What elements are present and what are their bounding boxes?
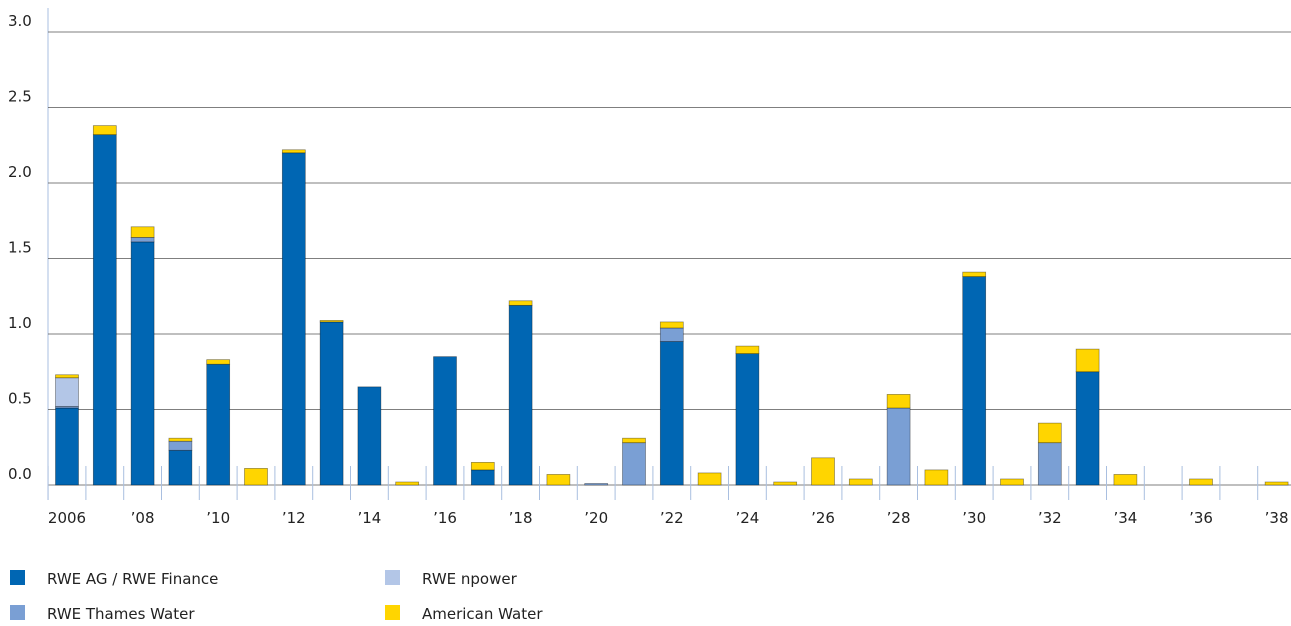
- y-tick-label: 0.0: [8, 465, 32, 483]
- bar-segment: [130, 241, 155, 486]
- bar-segment: [281, 149, 306, 154]
- x-tick-label: ’08: [131, 509, 155, 527]
- bar-segment: [1189, 478, 1213, 486]
- bar-segment: [622, 437, 646, 444]
- x-tick-label: ’26: [811, 509, 835, 527]
- bar-segment: [773, 481, 798, 486]
- bar-segment: [584, 483, 609, 486]
- bar-segment: [130, 237, 155, 243]
- y-tick-label: 3.0: [8, 12, 32, 30]
- bar-segment: [206, 363, 231, 486]
- bar-segment: [848, 478, 873, 486]
- bar-segment: [395, 481, 420, 486]
- x-tick-label: ’10: [206, 509, 230, 527]
- bar-segment: [659, 341, 684, 486]
- x-tick-label: ’28: [887, 509, 911, 527]
- bar-segment: [168, 440, 193, 451]
- bar-segment: [168, 449, 193, 486]
- bar-segment: [886, 394, 911, 409]
- x-tick-label: ’34: [1113, 509, 1137, 527]
- bar-segment: [206, 359, 231, 365]
- x-tick-label: ’38: [1265, 509, 1289, 527]
- bar-segment: [962, 271, 987, 277]
- legend-label: American Water: [422, 605, 543, 623]
- legend-label: RWE AG / RWE Finance: [47, 570, 218, 588]
- bar-segment: [659, 321, 684, 329]
- bar-segment: [55, 374, 79, 379]
- bar-segment: [1113, 474, 1138, 486]
- bar-segment: [1037, 442, 1062, 486]
- bar-segment: [319, 320, 344, 323]
- x-tick-label: ’12: [282, 509, 306, 527]
- bar-segment: [1075, 348, 1100, 373]
- x-tick-label: 2006: [48, 509, 86, 527]
- bar-segment: [508, 300, 533, 306]
- bar-segment: [1037, 422, 1062, 444]
- legend-label: RWE npower: [422, 570, 518, 588]
- y-tick-label: 2.5: [8, 88, 32, 106]
- y-tick-label: 0.5: [8, 390, 32, 408]
- bar-segment: [130, 226, 155, 238]
- legend-swatch: [10, 605, 25, 620]
- y-tick-label: 1.0: [8, 314, 32, 332]
- bar-segment: [55, 407, 79, 486]
- bar-segment: [92, 134, 117, 486]
- bar-segment: [811, 457, 835, 486]
- x-tick-label: ’30: [962, 509, 986, 527]
- bar-segment: [886, 407, 911, 486]
- bar-segment: [924, 469, 949, 486]
- bar-segment: [1000, 478, 1024, 486]
- bar-segment: [281, 152, 306, 486]
- legend-swatch: [385, 605, 400, 620]
- bar-segment: [319, 321, 344, 486]
- bar-segment: [697, 472, 722, 486]
- x-tick-label: ’18: [509, 509, 533, 527]
- bar-segment: [622, 442, 646, 486]
- bar-segment: [55, 377, 79, 407]
- bar-segment: [1264, 481, 1289, 486]
- bar-segment: [962, 276, 987, 486]
- x-tick-label: ’32: [1038, 509, 1062, 527]
- legend-swatch: [10, 570, 25, 585]
- x-tick-label: ’24: [735, 509, 759, 527]
- bar-segment: [508, 304, 533, 486]
- bar-segment: [244, 468, 268, 486]
- bar-segment: [433, 356, 457, 486]
- y-tick-label: 1.5: [8, 239, 32, 257]
- x-tick-label: ’22: [660, 509, 684, 527]
- bar-segment: [659, 327, 684, 342]
- legend-swatch: [385, 570, 400, 585]
- bar-segment: [735, 353, 760, 486]
- bar-segment: [168, 437, 193, 442]
- legend-label: RWE Thames Water: [47, 605, 195, 623]
- bar-segment: [1075, 371, 1100, 486]
- x-tick-label: ’20: [584, 509, 608, 527]
- x-tick-label: ’16: [433, 509, 457, 527]
- bar-segment: [470, 462, 495, 471]
- y-tick-label: 2.0: [8, 163, 32, 181]
- x-tick-label: ’36: [1189, 509, 1213, 527]
- bar-segment: [735, 345, 760, 354]
- bar-segment: [92, 125, 117, 136]
- x-tick-label: ’14: [357, 509, 381, 527]
- bar-segment: [357, 386, 382, 486]
- bar-segment: [546, 474, 571, 486]
- bar-segment: [470, 469, 495, 486]
